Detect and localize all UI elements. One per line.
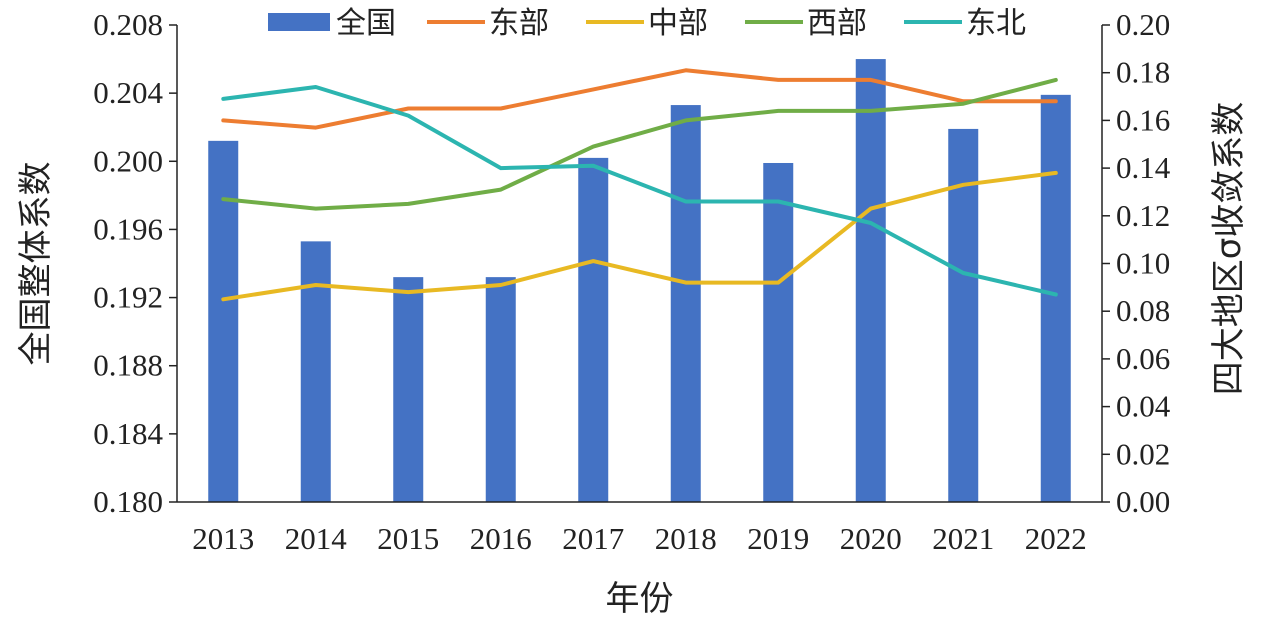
bar-2018 bbox=[670, 105, 701, 502]
right-tick-label: 0.18 bbox=[1116, 55, 1170, 90]
bar-series bbox=[208, 59, 1071, 503]
left-tick-label: 0.196 bbox=[93, 211, 163, 246]
line-series-3 bbox=[221, 77, 1058, 211]
legend-label: 全国 bbox=[336, 6, 396, 41]
bar-2016 bbox=[485, 277, 516, 502]
right-tick-label: 0.14 bbox=[1116, 150, 1171, 185]
bar-2019 bbox=[763, 162, 794, 502]
right-tick-label: 0.04 bbox=[1116, 389, 1171, 424]
x-tick-label: 2018 bbox=[655, 521, 717, 556]
x-tick-label: 2017 bbox=[562, 521, 624, 556]
bar-2013 bbox=[208, 140, 239, 503]
bar-2015 bbox=[393, 277, 424, 502]
axes: 0.180 0.184 0.188 0.192 0.196 0.200 0.204 0.208… bbox=[16, 7, 1249, 619]
left-tick-label: 0.204 bbox=[93, 75, 163, 110]
legend-label: 东部 bbox=[489, 6, 549, 41]
legend-swatch-bar bbox=[268, 13, 330, 31]
right-y-axis-title: 四大地区σ收敛系数 bbox=[1209, 102, 1249, 396]
line-series-2 bbox=[221, 170, 1058, 302]
left-tick-label: 0.180 bbox=[93, 484, 163, 519]
legend-label: 西部 bbox=[807, 6, 867, 41]
line-series-1 bbox=[221, 68, 1058, 130]
x-tick-label: 2021 bbox=[932, 521, 994, 556]
x-axis-title: 年份 bbox=[606, 579, 674, 619]
left-tick-label: 0.200 bbox=[93, 143, 163, 178]
left-tick-label: 0.192 bbox=[93, 280, 163, 315]
line-series-4 bbox=[221, 85, 1058, 297]
left-tick-label: 0.208 bbox=[93, 7, 163, 42]
bar-2020 bbox=[855, 59, 886, 502]
x-tick-label: 2022 bbox=[1025, 521, 1087, 556]
right-tick-label: 0.08 bbox=[1116, 293, 1170, 328]
left-tick-label: 0.184 bbox=[93, 416, 163, 451]
x-tick-label: 2013 bbox=[192, 521, 254, 556]
legend-label: 中部 bbox=[648, 6, 708, 41]
right-tick-label: 0.00 bbox=[1116, 484, 1170, 519]
x-tick-label: 2016 bbox=[470, 521, 532, 556]
bar-2021 bbox=[948, 128, 979, 503]
x-tick-label: 2019 bbox=[747, 521, 809, 556]
bar-2017 bbox=[578, 157, 609, 502]
x-tick-label: 2014 bbox=[285, 521, 348, 556]
right-tick-label: 0.20 bbox=[1116, 7, 1170, 42]
legend-label: 东北 bbox=[966, 6, 1026, 41]
right-tick-label: 0.06 bbox=[1116, 341, 1170, 376]
bar-2014 bbox=[300, 241, 331, 502]
right-tick-label: 0.02 bbox=[1116, 436, 1170, 471]
legend: 全国 东部 中部 西部 东北 bbox=[268, 6, 1026, 41]
x-tick-label: 2015 bbox=[377, 521, 439, 556]
right-tick-label: 0.10 bbox=[1116, 246, 1170, 281]
x-tick-label: 2020 bbox=[840, 521, 902, 556]
left-tick-label: 0.188 bbox=[93, 348, 163, 383]
right-tick-label: 0.16 bbox=[1116, 102, 1170, 137]
line-series-group bbox=[221, 68, 1058, 302]
bar-2022 bbox=[1040, 94, 1071, 502]
right-tick-label: 0.12 bbox=[1116, 198, 1170, 233]
left-y-axis-title: 全国整体系数 bbox=[16, 162, 56, 366]
